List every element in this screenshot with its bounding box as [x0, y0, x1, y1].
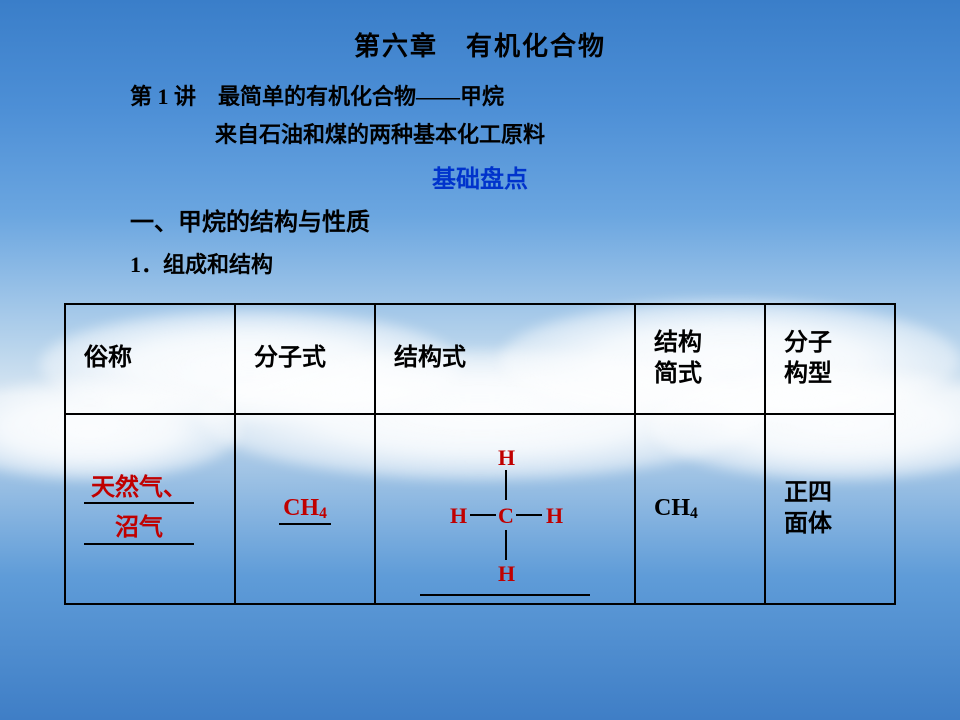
- blank-common-name-2: 沼气: [84, 516, 194, 544]
- bond-right: [516, 514, 542, 516]
- cell-common-name: 天然气、 沼气: [65, 414, 235, 604]
- lecture-line-1: 第 1 讲 最简单的有机化合物——甲烷: [130, 79, 920, 111]
- section-heading: 一、甲烷的结构与性质: [130, 202, 920, 237]
- atom-h-left: H: [450, 502, 467, 531]
- hdr-molecular-formula: 分子式: [235, 304, 375, 414]
- cell-molecular-formula: CH4: [235, 414, 375, 604]
- cell-geometry: 正四 面体: [765, 414, 895, 604]
- bond-top: [505, 470, 507, 500]
- cell-condensed: CH4: [635, 414, 765, 604]
- lecture-line-2: 来自石油和煤的两种基本化工原料: [215, 117, 920, 149]
- atom-h-top: H: [498, 444, 515, 473]
- atom-c-center: C: [498, 502, 514, 531]
- structural-underline: [420, 594, 590, 596]
- hdr-structural-formula: 结构式: [375, 304, 635, 414]
- hdr-condensed: 结构 简式: [635, 304, 765, 414]
- blank-common-name-1: 天然气、: [84, 476, 194, 504]
- subsection-heading: 1．组成和结构: [130, 247, 920, 279]
- atom-h-right: H: [546, 502, 563, 531]
- bond-bottom: [505, 530, 507, 560]
- hdr-common-name: 俗称: [65, 304, 235, 414]
- methane-table: 俗称 分子式 结构式 结构 简式 分子 构型 天然气、 沼气 CH4 H H H…: [64, 303, 896, 605]
- hdr-geometry: 分子 构型: [765, 304, 895, 414]
- chapter-title: 第六章 有机化合物: [40, 26, 920, 63]
- table-data-row: 天然气、 沼气 CH4 H H H H C: [65, 414, 895, 604]
- atom-h-bottom: H: [498, 560, 515, 589]
- bond-left: [470, 514, 496, 516]
- blank-molecular-formula: CH4: [279, 496, 331, 524]
- methane-structure-diagram: H H H H C: [420, 440, 590, 590]
- cell-structural-formula: H H H H C: [375, 414, 635, 604]
- basis-heading: 基础盘点: [40, 159, 920, 194]
- table-header-row: 俗称 分子式 结构式 结构 简式 分子 构型: [65, 304, 895, 414]
